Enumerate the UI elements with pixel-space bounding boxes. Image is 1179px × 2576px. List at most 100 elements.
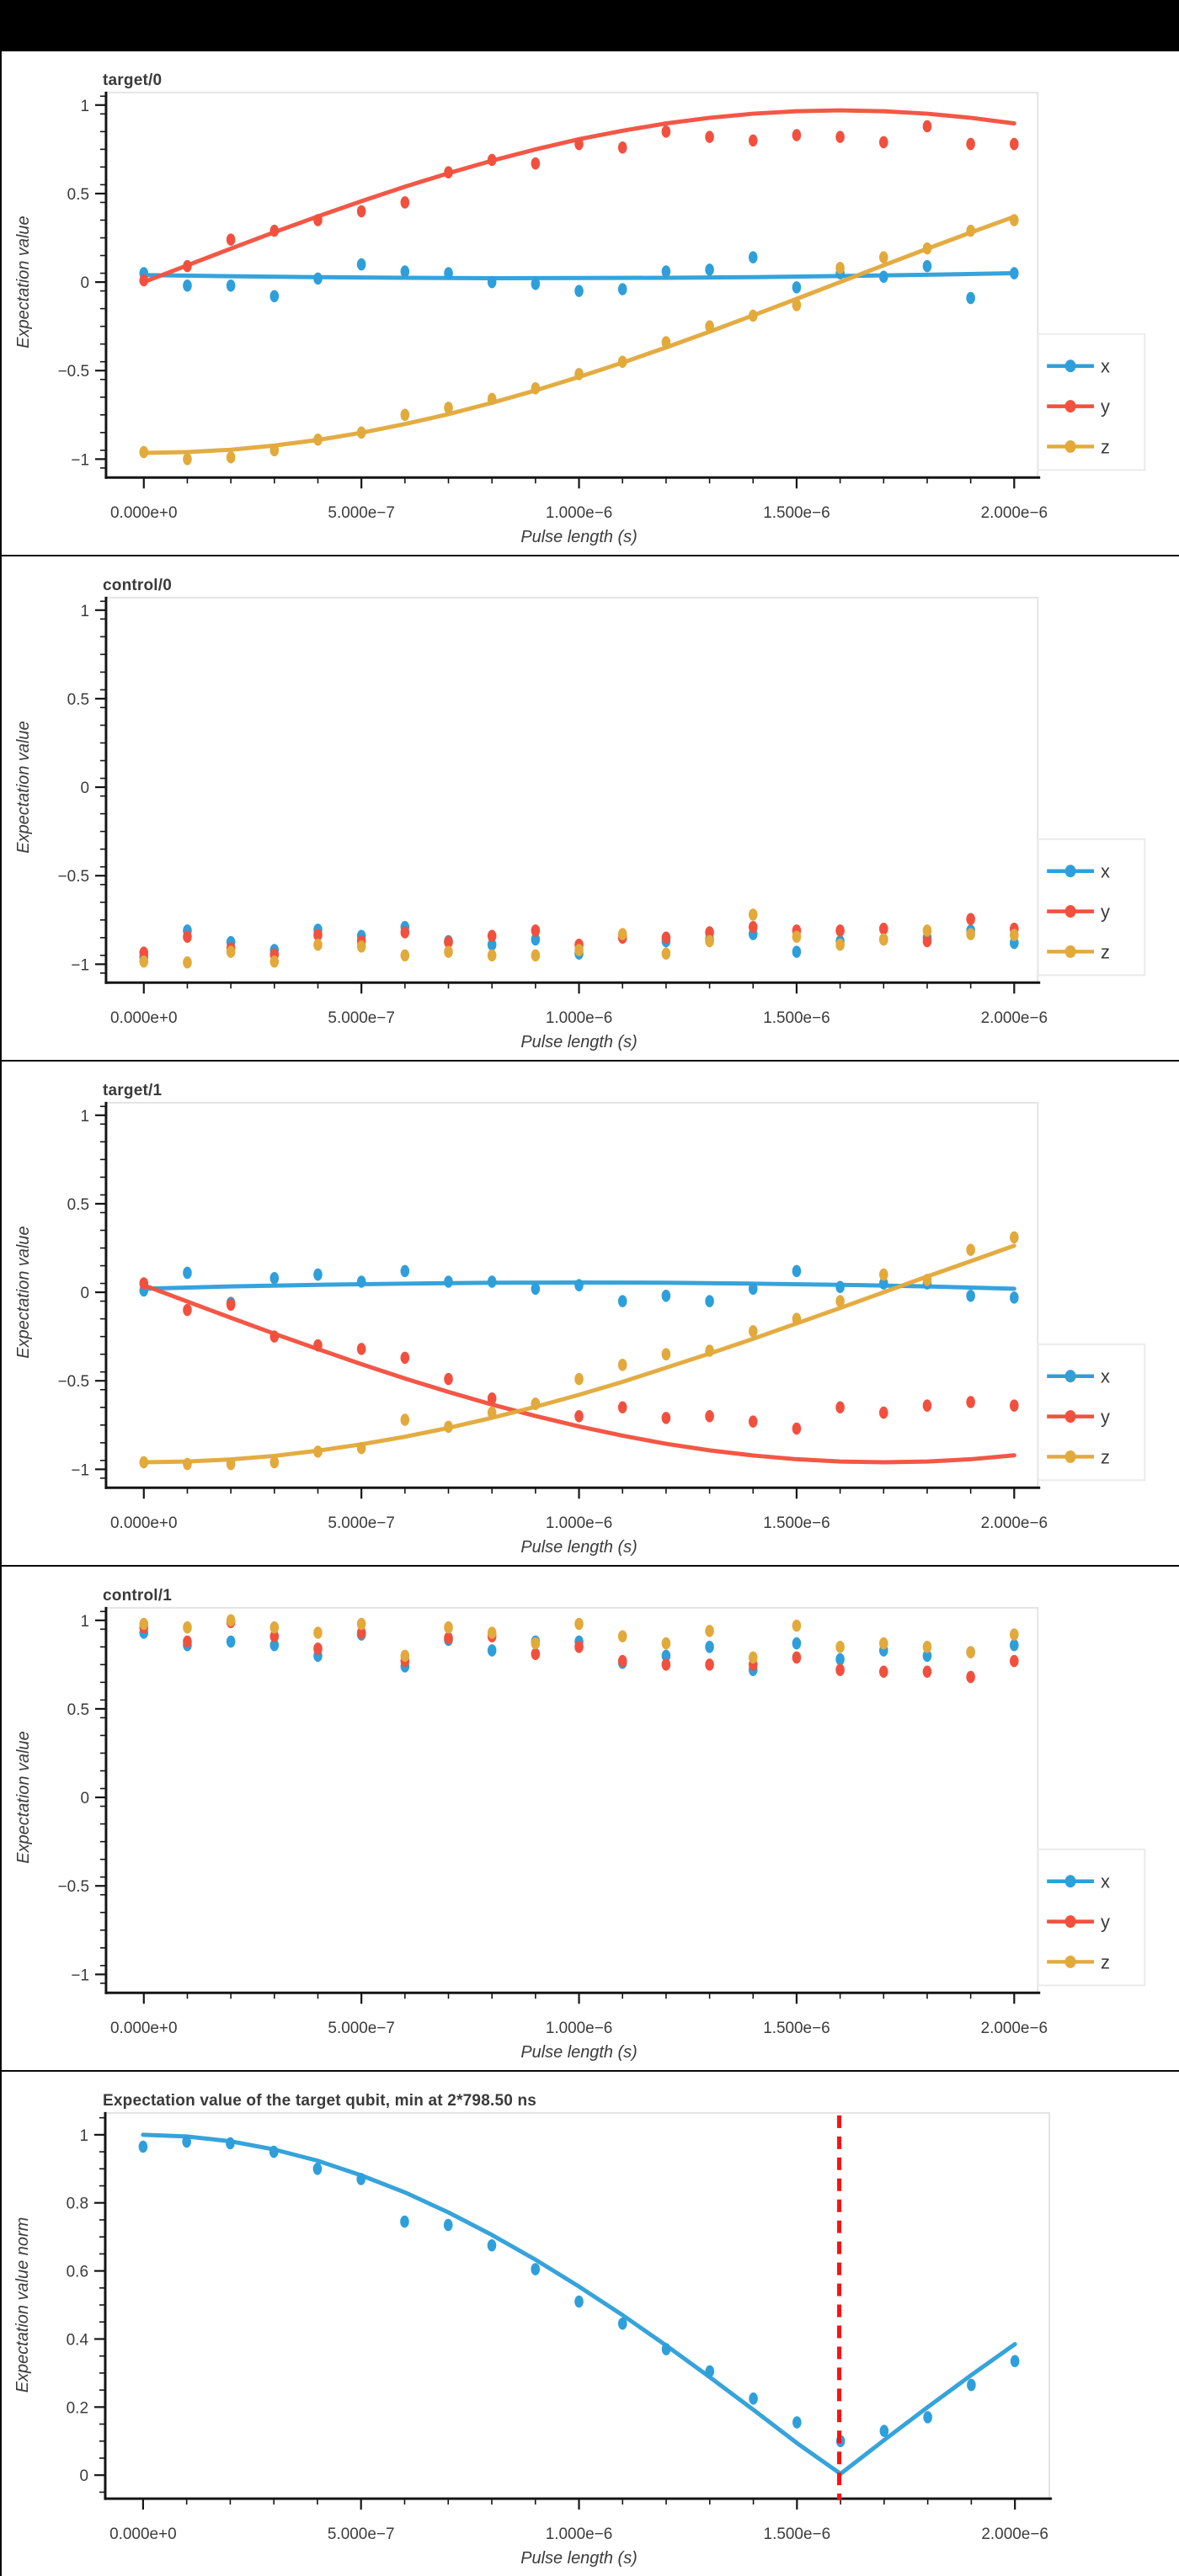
y-axis-title: Expectation value norm [13,2217,32,2393]
series-y-point [183,259,192,273]
x-tick-label: 5.000e−7 [328,1514,394,1532]
series-z-point [617,1359,627,1371]
series-x-point [138,2140,148,2153]
series-y-point [1010,137,1019,151]
y-tick-label: 0.5 [67,1196,89,1214]
series-y-point [966,1396,975,1408]
series-z-point [487,1626,497,1639]
series-z-point [139,1617,149,1631]
legend-label-z: z [1101,1446,1110,1467]
legend-item-z[interactable]: z [1047,1446,1110,1467]
series-z-point [922,242,932,255]
y-tick-label: 0.4 [67,2331,88,2349]
series-x-point [617,283,627,295]
series-x-point [748,251,758,263]
legend-item-z[interactable]: z [1047,1951,1110,1972]
legend-item-y[interactable]: y [1047,397,1110,418]
series-z-point [661,947,671,961]
x-tick-label: 0.000e+0 [110,2020,177,2037]
legend-item-y[interactable]: y [1047,902,1110,923]
y-tick-label: 0 [80,780,89,797]
series-z-point [879,1637,888,1650]
series-y-point [922,934,932,948]
x-tick-label: 1.500e−6 [763,1514,830,1532]
series-z-point [356,426,366,439]
legend-label-y: y [1101,1407,1110,1428]
series-z-point [444,402,453,414]
x-tick-label: 1.500e−6 [763,504,830,522]
series-z-point [400,408,410,422]
legend-marker-y [1064,1915,1076,1929]
series-z-point [574,368,584,381]
series-z-point [705,1625,714,1637]
series-y-point [835,130,845,143]
series-z-point [792,930,802,944]
series-y-point [313,1339,323,1352]
series-y-point [705,130,714,143]
series-x-point [226,2137,235,2150]
legend-marker-y [1064,1410,1076,1424]
series-x-point [487,938,497,951]
series-x-point [661,1649,671,1663]
chart-panel-target-expectation-norm: 0.000e+0 5.000e−7 1.000e−6 1.500e−6 2.000e−6… [2,2072,1179,2576]
series-z-point [313,1626,323,1639]
series-z-point [792,1619,802,1632]
series-z-point [444,945,453,958]
series-z-point [617,1630,627,1642]
series-y-point [705,1658,714,1671]
x-axis-title: Pulse length (s) [520,2043,637,2062]
series-x-point [1010,1638,1019,1652]
series-y-point [139,946,149,959]
series-z-point [226,451,236,464]
series-x-point [400,2215,409,2228]
legend-marker-z [1064,1955,1076,1968]
series-x-point [356,258,366,271]
legend-marker-x [1064,1370,1076,1383]
series-y [139,1277,1019,1465]
series-y-point [400,196,410,209]
series-y-point [400,926,410,939]
series-z-point [705,934,714,948]
y-tick-label: −1 [71,1461,89,1479]
series-z-point [661,1348,671,1360]
legend-item-x[interactable]: x [1047,861,1110,882]
axis-ticks [94,600,1016,994]
series-y-point [1010,1654,1019,1668]
x-tick-label: 1.500e−6 [763,1009,830,1027]
legend-item-y[interactable]: y [1047,1912,1110,1933]
series-z-point [356,940,366,953]
series-z-point [879,251,888,263]
legend-item-x[interactable]: x [1047,1366,1110,1387]
series-y-point [748,920,758,934]
top-bar [0,0,1179,51]
series-y-point [531,157,541,170]
series-z-point [748,309,758,322]
legend-item-z[interactable]: z [1047,436,1110,457]
series-y-point [444,1372,453,1386]
legend-item-x[interactable]: x [1047,356,1110,377]
series-x-point [313,272,323,285]
y-tick-label: 1 [79,2127,88,2145]
legend-item-x[interactable]: x [1047,1871,1110,1892]
plot-frame [105,1101,1039,1488]
series-z-point [183,453,192,466]
x-tick-label: 5.000e−7 [328,1009,394,1027]
x-tick-label: 1.000e−6 [546,2525,613,2543]
chart-panel-target-1: 0.000e+0 5.000e−7 1.000e−6 1.500e−6 2.000e−6… [2,1062,1179,1567]
series-z-point [183,1621,192,1634]
series-z [139,1614,1019,1664]
legend-item-z[interactable]: z [1047,941,1110,962]
series-z [139,908,1019,969]
series-y-point [879,136,888,149]
series-x-point [356,2173,365,2185]
series-z-point [400,949,410,962]
series-z-point [183,1457,192,1471]
series-x-point [1010,267,1019,279]
y-tick-label: 1 [80,98,89,115]
series-y-point [661,125,671,138]
y-tick-label: 0.5 [67,1701,89,1719]
x-axis-title: Pulse length (s) [520,1538,637,1557]
legend-item-y[interactable]: y [1047,1407,1110,1428]
series-z [139,1231,1019,1471]
series-x-point [705,263,714,276]
